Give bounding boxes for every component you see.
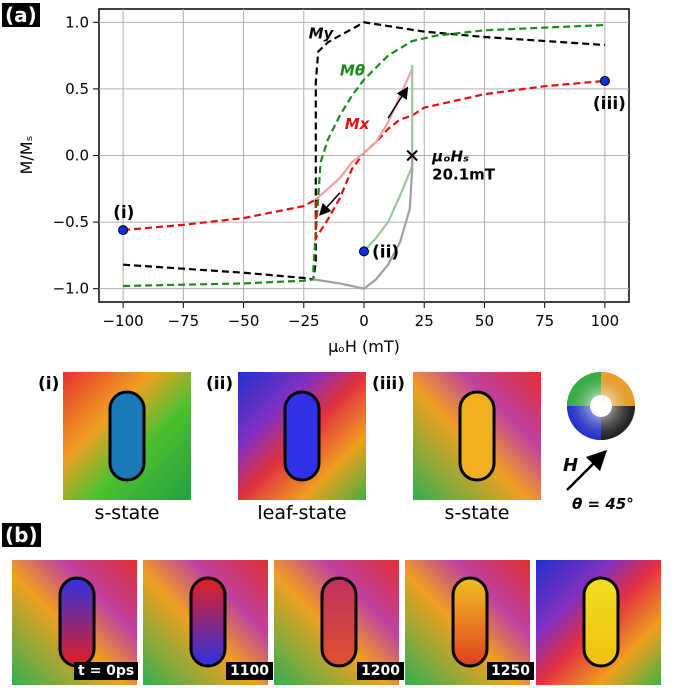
state-marker — [118, 225, 129, 236]
saturation-x-icon — [406, 149, 418, 162]
angle-label: θ = 45° — [572, 495, 634, 513]
grid-lines — [99, 9, 629, 302]
time-frame-core — [189, 576, 227, 668]
saturation-value: 20.1mT — [432, 166, 496, 184]
caption-iii: s-state — [444, 502, 510, 524]
y-tick-label: 0.5 — [65, 80, 89, 98]
series-label: Mθ — [340, 62, 365, 80]
series-line-Mx — [123, 79, 605, 242]
snapshot-label-iii: (iii) — [372, 374, 406, 394]
time-frame-core — [582, 576, 620, 668]
x-tick-label: 75 — [535, 312, 554, 330]
saturation-label: μₒHₛ — [431, 148, 469, 166]
state-marker — [359, 246, 369, 257]
snapshot-label-ii: (ii) — [206, 374, 234, 394]
field-arrow-icon — [566, 449, 608, 491]
x-tick-label: 100 — [591, 312, 620, 330]
time-frame-core — [451, 576, 489, 668]
snapshot-ii — [238, 372, 366, 500]
time-frame-core — [58, 576, 96, 668]
y-tick-label: −0.5 — [53, 213, 89, 231]
y-tick-label: 1.0 — [65, 13, 89, 31]
caption-i: s-state — [94, 502, 160, 524]
time-label-2: 1200 — [357, 662, 404, 680]
state-marker-label: (ii) — [372, 242, 399, 262]
time-label-0: t = 0ps — [74, 662, 139, 680]
state-marker-label: (i) — [113, 203, 134, 223]
time-frame-core — [320, 576, 358, 668]
snapshot-label-i: (i) — [38, 374, 60, 394]
y-tick-label: 0.0 — [65, 147, 89, 165]
down-arrow-icon — [319, 192, 341, 216]
up-arrow-icon — [387, 86, 409, 119]
color-wheel — [567, 372, 635, 440]
time-label-3: 1250 — [487, 662, 534, 680]
snapshot-core-iii — [458, 390, 496, 482]
panel-b-label: (b) — [2, 523, 41, 547]
state-marker — [599, 75, 610, 86]
series-group — [123, 21, 605, 290]
x-tick-label: 50 — [475, 312, 494, 330]
state-marker-label: (iii) — [593, 94, 626, 114]
x-tick-label: −25 — [288, 312, 320, 330]
caption-ii: leaf-state — [257, 502, 347, 524]
snapshot-core-i — [108, 390, 146, 482]
x-tick-label: 0 — [359, 312, 369, 330]
x-tick-label: 25 — [415, 312, 434, 330]
x-tick-label: −100 — [102, 312, 143, 330]
x-axis-label: μₒH (mT) — [328, 337, 400, 356]
field-label: H — [563, 455, 579, 476]
y-axis-label: M/Mₛ — [17, 135, 36, 174]
tick-group: −100 −75 −50 −25 0 25 50 75 100 −1.0 −0.5 0.0 0.5 1.0 — [53, 13, 620, 330]
series-line-Mθ — [123, 23, 605, 288]
x-tick-label: −50 — [228, 312, 260, 330]
series-label: My — [309, 24, 335, 42]
time-label-1: 1100 — [226, 662, 273, 680]
panel-a-label: (a) — [2, 3, 40, 27]
y-tick-label: −1.0 — [53, 280, 89, 298]
series-line-curve-5 — [313, 155, 414, 290]
hysteresis-chart: −100 −75 −50 −25 0 25 50 75 100 −1.0 −0.5 0.0 0.5 1.0… — [17, 8, 630, 356]
snapshot-core-ii — [283, 390, 321, 482]
snapshot-i — [63, 372, 191, 500]
series-line-curve-4 — [363, 64, 414, 253]
x-tick-label: −75 — [167, 312, 199, 330]
snapshot-iii — [413, 372, 541, 500]
series-label: Mx — [345, 115, 371, 133]
